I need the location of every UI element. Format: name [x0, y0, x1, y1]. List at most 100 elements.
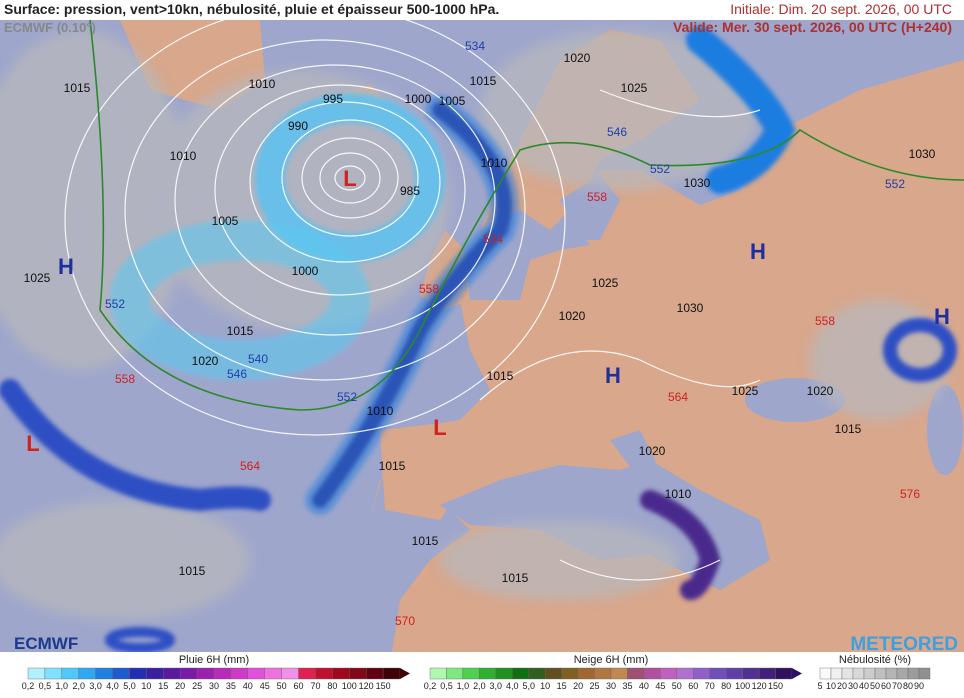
legend-swatch	[462, 667, 480, 680]
legend-tick-label: 80	[327, 681, 337, 691]
thickness-label: 558	[419, 282, 439, 296]
legend-tick-label: 60	[294, 681, 304, 691]
thickness-label: 546	[607, 125, 627, 139]
legend-swatch	[758, 667, 776, 680]
thickness-label: 546	[227, 367, 247, 381]
thickness-label: 534	[483, 232, 503, 246]
legend-swatch	[382, 667, 401, 680]
legend-tick-label: 10	[826, 681, 836, 691]
low-pressure-center: L	[26, 431, 39, 456]
legend-swatch	[918, 667, 931, 680]
legend-tick-label: 0,5	[39, 681, 52, 691]
legend-swatch	[332, 667, 350, 680]
legend-tick-label: 3,0	[89, 681, 102, 691]
legend-swatch	[852, 667, 865, 680]
thickness-label: 558	[587, 190, 607, 204]
isobar-label: 1025	[621, 81, 648, 95]
isobar-label: 1030	[684, 176, 711, 190]
legend-title: Pluie 6H (mm)	[179, 654, 249, 666]
map-labels: 1015 1010 995 990 1000 1005 1015 1010 1005 985 100…	[24, 39, 950, 628]
isobar-label: 1010	[665, 487, 692, 501]
legend-tick-label: 5,0	[522, 681, 535, 691]
legend-tick-label: 80	[721, 681, 731, 691]
isobar-label: 1020	[639, 444, 666, 458]
legend-tick-label: 120	[359, 681, 374, 691]
legend-tick-label: 1,0	[56, 681, 69, 691]
legend-swatch	[315, 667, 333, 680]
isobar-label: 1030	[677, 301, 704, 315]
legend-swatch	[742, 667, 760, 680]
legend-swatch	[264, 667, 282, 680]
legend-title: Nébulosité (%)	[839, 654, 911, 666]
valid-time: Valide: Mer. 30 sept. 2026, 00 UTC (H+24…	[673, 19, 952, 35]
isobar-label: 995	[323, 92, 343, 106]
legend-tick-label: 2,0	[72, 681, 85, 691]
legend-swatch	[830, 667, 843, 680]
legend-swatch	[230, 667, 249, 680]
legend-tick-label: 4,0	[506, 681, 519, 691]
legend-swatch	[544, 667, 562, 680]
isobar-label: 1020	[807, 384, 834, 398]
legend-swatch	[163, 667, 181, 680]
legend-tick-label: 100	[342, 681, 357, 691]
legend-tick-label: 150	[768, 681, 783, 691]
legend-swatch	[349, 667, 367, 680]
low-pressure-center: L	[433, 415, 446, 440]
legend-tick-label: 50	[277, 681, 287, 691]
legend-tick-label: 35	[226, 681, 236, 691]
legend-swatch	[365, 667, 384, 680]
logo-ecmwf: ECMWF	[14, 634, 78, 653]
legend-swatch	[27, 667, 46, 680]
isobar-label: 1015	[487, 369, 514, 383]
legend-swatch	[528, 667, 546, 680]
legend-swatch	[819, 667, 832, 680]
isobar-label: 1010	[367, 404, 394, 418]
thickness-552-line	[89, 20, 964, 411]
legend-tick-label: 120	[752, 681, 767, 691]
legend-tick-label: 25	[590, 681, 600, 691]
map-area: 1015 1010 995 990 1000 1005 1015 1010 1005 985 100…	[0, 20, 964, 653]
legend-tick-label: 40	[639, 681, 649, 691]
isobar-label: 1020	[564, 51, 591, 65]
isobar-label: 1000	[405, 92, 432, 106]
legend-swatch	[298, 667, 316, 680]
legend-swatch	[660, 667, 678, 680]
legend-tick-label: 35	[622, 681, 632, 691]
legend-swatch	[146, 667, 164, 680]
isobar-label: 1005	[439, 94, 466, 108]
isobar-label: 1015	[412, 534, 439, 548]
legend-swatch	[841, 667, 854, 680]
legend-swatch	[429, 667, 447, 680]
legend-swatch	[725, 667, 743, 680]
rain	[0, 26, 957, 652]
isobar-label: 1005	[212, 214, 239, 228]
isobar-label: 1010	[170, 149, 197, 163]
legend-tick-label: 30	[848, 681, 858, 691]
legend-swatch	[775, 667, 793, 680]
legend-swatch	[281, 667, 299, 680]
legend-swatch	[495, 667, 513, 680]
legend-swatch	[196, 667, 215, 680]
high-pressure-center: H	[750, 239, 766, 264]
isobar-label: 1020	[559, 309, 586, 323]
legend-tick-label: 10	[141, 681, 151, 691]
isobar-label: 1015	[470, 74, 497, 88]
thickness-label: 576	[900, 487, 920, 501]
legend-tick-label: 45	[260, 681, 270, 691]
initial-time: Initiale: Dim. 20 sept. 2026, 00 UTC	[730, 1, 952, 17]
legend-swatch	[213, 667, 232, 680]
legend-tick-label: 2,0	[473, 681, 486, 691]
legend-tick-label: 5,0	[123, 681, 136, 691]
legend-swatch	[512, 667, 529, 680]
legend-swatch	[693, 667, 710, 680]
thickness-label: 570	[395, 614, 415, 628]
legend-tick-label: 70	[310, 681, 320, 691]
legend-tick-label: 15	[557, 681, 567, 691]
isobar-label: 990	[288, 119, 308, 133]
isobar-label: 1025	[24, 271, 51, 285]
thickness-label: 558	[815, 314, 835, 328]
legend-swatch	[561, 667, 579, 680]
legend-swatch	[78, 667, 96, 680]
legend-swatch	[874, 667, 887, 680]
isobar-label: 1020	[192, 354, 219, 368]
